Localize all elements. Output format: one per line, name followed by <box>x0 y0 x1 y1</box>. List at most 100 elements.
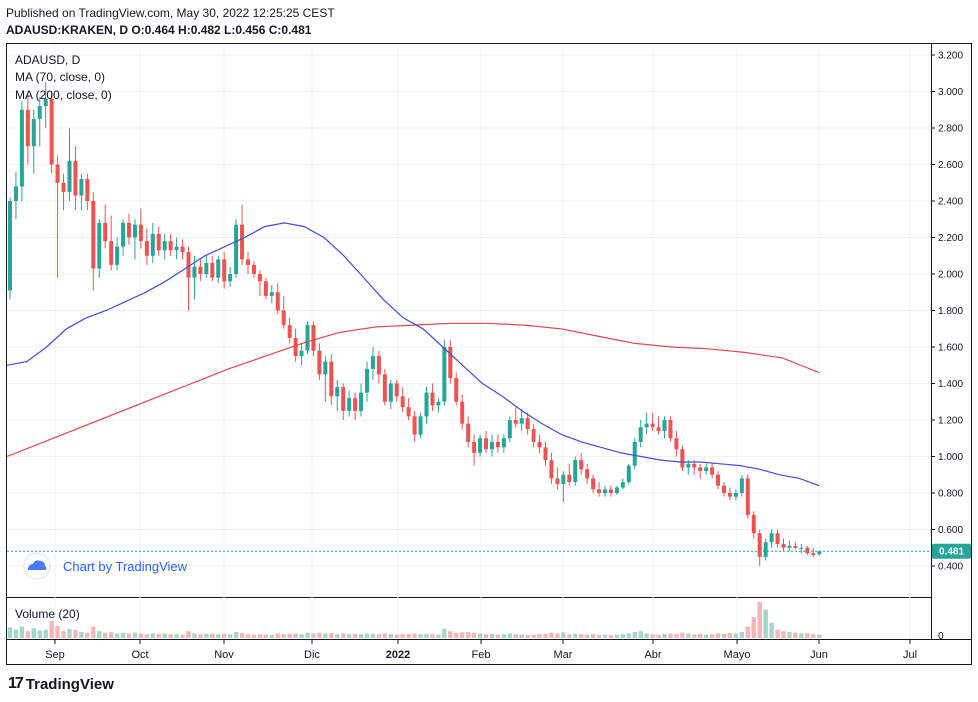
volume-bar <box>299 634 304 638</box>
candle-up <box>501 438 506 448</box>
candle-down <box>650 423 655 428</box>
volume-bar <box>174 634 179 638</box>
volume-bar <box>216 634 221 638</box>
volume-bar <box>561 632 566 638</box>
candle-up <box>162 241 167 251</box>
time-axis: Sep Oct Nov Dic 2022 Feb Mar Abr Mayo Jun Jul <box>45 640 917 661</box>
volume-bar <box>715 633 721 638</box>
candle-down <box>549 460 554 479</box>
x-axis-tick-label: Jul <box>903 649 917 661</box>
price-axis: 3.200 3.000 2.800 2.600 2.400 2.200 2.000 1.800… <box>931 51 963 642</box>
legend-ma70: MA (70, close, 0) <box>15 70 105 84</box>
candle-down <box>240 224 245 260</box>
candle-down <box>543 447 548 461</box>
candle-down <box>710 467 715 475</box>
candle-down <box>198 266 203 274</box>
candle-down <box>448 347 453 379</box>
candle-down <box>210 263 215 278</box>
candle-up <box>507 420 512 439</box>
candlesticks <box>8 82 822 566</box>
ma70-line <box>6 222 820 487</box>
candle-down <box>85 179 90 201</box>
volume-bar <box>210 633 215 638</box>
candle-down <box>454 378 459 402</box>
volume-bar <box>91 626 96 638</box>
candle-down <box>168 241 173 251</box>
volume-bar <box>162 633 167 638</box>
volume-bar <box>180 634 185 638</box>
price-pane-frame <box>6 43 932 598</box>
tradingview-watermark[interactable]: Chart by TradingView <box>23 552 188 580</box>
candle-down <box>186 252 191 278</box>
candle-down <box>281 310 286 326</box>
y-axis-tick-label: 3.200 <box>938 51 963 62</box>
volume-bar <box>709 634 715 638</box>
volume-bar <box>156 633 161 638</box>
volume-bar <box>549 632 554 638</box>
volume-bar <box>388 634 393 638</box>
volume-bar <box>150 633 155 638</box>
volume-bar <box>525 634 530 638</box>
candle-up <box>418 416 423 435</box>
candle-up <box>704 467 709 472</box>
candle-up <box>37 106 42 119</box>
candle-down <box>180 246 185 253</box>
candle-up <box>115 246 120 265</box>
candle-down <box>109 241 114 265</box>
candle-down <box>484 438 488 450</box>
volume-bar <box>61 631 66 638</box>
candle-up <box>519 418 524 424</box>
candle-up <box>31 118 36 147</box>
candle-down <box>222 259 227 282</box>
candle-down <box>138 224 143 242</box>
candle-down <box>745 478 750 515</box>
candle-up <box>626 465 631 483</box>
candle-up <box>365 368 369 393</box>
volume-bar <box>239 633 245 638</box>
candle-down <box>412 416 417 435</box>
grid-lines <box>7 44 931 639</box>
candle-up <box>733 493 738 497</box>
volume-bar <box>698 633 703 638</box>
candle-down <box>513 420 518 424</box>
candle-down <box>406 407 411 417</box>
candle-up <box>436 401 441 406</box>
candle-up <box>561 474 566 484</box>
volume-bar <box>192 633 197 638</box>
volume-bar <box>632 631 637 638</box>
volume-bar <box>73 629 78 638</box>
candle-up <box>234 224 239 274</box>
candle-up <box>132 224 137 238</box>
volume-bar <box>489 633 495 638</box>
volume-bar <box>811 634 816 638</box>
candle-down <box>555 478 560 484</box>
candle-up <box>79 179 84 196</box>
candle-down <box>103 222 108 242</box>
candle-down <box>246 259 250 265</box>
volume-bar <box>346 634 352 638</box>
volume-bar <box>644 633 649 638</box>
candle-down <box>472 441 477 453</box>
volume-bar <box>376 634 382 638</box>
volume-bar <box>323 633 328 638</box>
y-axis-tick-label: 2.400 <box>938 197 963 208</box>
x-axis-tick-label: Dic <box>304 649 320 661</box>
volume-axis-label: 0 <box>938 631 944 642</box>
volume-bar <box>519 634 524 638</box>
volume-bar <box>745 626 750 638</box>
volume-bar <box>626 633 631 638</box>
candle-up <box>97 222 102 269</box>
candle-up <box>489 441 494 450</box>
volume-bar <box>638 631 643 638</box>
brand-logo[interactable]: 17 TradingView <box>8 675 114 693</box>
volume-bar <box>275 633 280 638</box>
candle-down <box>579 460 584 470</box>
candle-up <box>323 361 328 375</box>
volume-bar <box>531 634 536 638</box>
volume-bar <box>775 629 780 638</box>
candle-down <box>49 98 54 165</box>
candle-down <box>287 325 292 338</box>
y-axis-tick-label: 2.800 <box>938 124 963 135</box>
volume-bar <box>513 634 518 638</box>
